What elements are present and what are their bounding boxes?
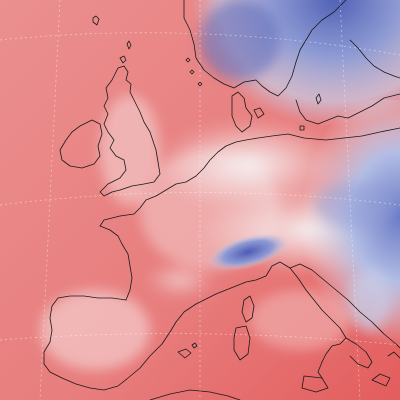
coastline-ireland <box>59 119 103 169</box>
coastline-balkans-south <box>371 351 400 387</box>
coastline-adriatic-east <box>289 263 400 349</box>
alps-cold-spot <box>207 233 289 271</box>
cold-anomaly-field <box>140 0 400 360</box>
coastline-baltic <box>295 93 400 125</box>
coastline-north-africa <box>149 389 241 400</box>
coastline-continent-north <box>99 127 400 227</box>
coastline-norway-islands <box>185 57 203 87</box>
coastline-iberia <box>43 293 217 391</box>
coastline-balearics <box>177 342 198 359</box>
coastline-france-west <box>99 225 133 301</box>
coastline-great-britain <box>99 65 161 197</box>
coastline-northern-isles <box>119 40 132 64</box>
coastline-sicily <box>301 375 329 393</box>
coastline-corsica <box>241 295 255 323</box>
coastline-denmark <box>231 91 265 133</box>
coastline-sardinia <box>233 325 251 361</box>
coastline-baltic-islands <box>299 93 322 131</box>
coastline-faroe <box>92 15 100 26</box>
coastline-italy <box>215 261 373 379</box>
coastline-finland <box>349 39 400 79</box>
coastlines <box>43 0 400 400</box>
coastline-scandinavia <box>183 0 347 97</box>
